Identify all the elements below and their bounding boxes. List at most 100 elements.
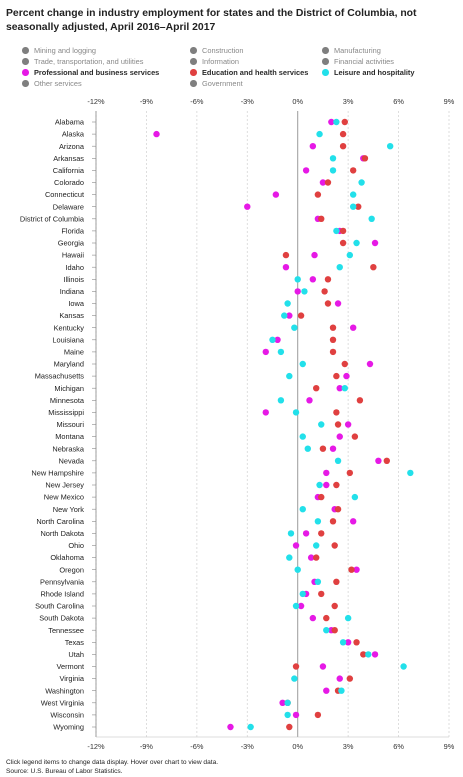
- data-point[interactable]: [339, 639, 347, 646]
- data-point[interactable]: [328, 118, 335, 126]
- data-point[interactable]: [294, 566, 301, 573]
- data-point[interactable]: [329, 518, 337, 525]
- data-point[interactable]: [331, 542, 338, 549]
- data-point[interactable]: [329, 445, 337, 452]
- data-point[interactable]: [358, 179, 365, 186]
- data-point[interactable]: [309, 614, 317, 622]
- data-point[interactable]: [309, 276, 317, 283]
- data-point[interactable]: [361, 155, 369, 162]
- data-point[interactable]: [269, 336, 276, 343]
- data-point[interactable]: [294, 276, 301, 283]
- data-point[interactable]: [334, 421, 342, 428]
- data-point[interactable]: [343, 372, 350, 380]
- data-point[interactable]: [336, 385, 343, 392]
- data-point[interactable]: [329, 336, 337, 343]
- data-point[interactable]: [333, 372, 340, 380]
- data-point[interactable]: [400, 663, 407, 670]
- data-point[interactable]: [333, 118, 340, 126]
- data-point[interactable]: [333, 227, 340, 235]
- data-point[interactable]: [299, 590, 306, 598]
- data-point[interactable]: [318, 493, 325, 501]
- data-point[interactable]: [346, 251, 354, 259]
- data-point[interactable]: [341, 118, 348, 126]
- data-point[interactable]: [356, 397, 364, 404]
- data-point[interactable]: [324, 179, 332, 186]
- data-point[interactable]: [323, 614, 330, 622]
- data-point[interactable]: [302, 530, 310, 537]
- data-point[interactable]: [282, 251, 290, 259]
- data-point[interactable]: [314, 711, 322, 719]
- data-point[interactable]: [301, 288, 308, 295]
- data-point[interactable]: [344, 421, 352, 428]
- data-point[interactable]: [281, 312, 288, 319]
- data-point[interactable]: [291, 675, 298, 682]
- data-point[interactable]: [306, 397, 313, 404]
- data-point[interactable]: [334, 506, 342, 513]
- data-point[interactable]: [318, 421, 325, 428]
- data-point[interactable]: [368, 215, 375, 222]
- legend-item-education-and-health-services[interactable]: Education and health services: [190, 68, 308, 77]
- data-point[interactable]: [279, 699, 286, 706]
- data-point[interactable]: [323, 481, 330, 489]
- data-point[interactable]: [309, 143, 317, 150]
- data-point[interactable]: [331, 627, 338, 634]
- data-point[interactable]: [370, 264, 377, 271]
- data-point[interactable]: [371, 239, 379, 247]
- data-point[interactable]: [341, 385, 348, 392]
- data-point[interactable]: [375, 457, 382, 464]
- data-point[interactable]: [318, 215, 325, 222]
- data-point[interactable]: [329, 324, 337, 331]
- data-point[interactable]: [353, 566, 360, 573]
- data-point[interactable]: [292, 711, 300, 719]
- data-point[interactable]: [314, 518, 322, 525]
- data-point[interactable]: [292, 663, 300, 670]
- data-point[interactable]: [297, 312, 305, 319]
- data-point[interactable]: [277, 348, 285, 356]
- data-point[interactable]: [319, 445, 327, 452]
- data-point[interactable]: [314, 191, 322, 198]
- legend-item-professional-and-business-services[interactable]: Professional and business services: [22, 68, 159, 77]
- data-point[interactable]: [286, 312, 293, 319]
- legend-item-government[interactable]: Government: [190, 79, 243, 88]
- data-point[interactable]: [292, 602, 300, 610]
- data-point[interactable]: [274, 336, 281, 343]
- data-point[interactable]: [324, 276, 332, 283]
- data-point[interactable]: [302, 167, 310, 174]
- data-point[interactable]: [365, 651, 372, 658]
- data-point[interactable]: [336, 433, 343, 440]
- data-point[interactable]: [277, 397, 285, 404]
- data-point[interactable]: [313, 542, 320, 549]
- data-point[interactable]: [344, 639, 352, 646]
- data-point[interactable]: [331, 602, 338, 610]
- data-point[interactable]: [299, 433, 306, 440]
- data-point[interactable]: [316, 130, 323, 138]
- legend-item-leisure-and-hospitality[interactable]: Leisure and hospitality: [322, 68, 415, 77]
- data-point[interactable]: [287, 530, 295, 537]
- data-point[interactable]: [314, 578, 322, 585]
- data-point[interactable]: [323, 627, 330, 634]
- data-point[interactable]: [334, 300, 342, 307]
- data-point[interactable]: [313, 385, 320, 392]
- data-point[interactable]: [272, 191, 280, 198]
- data-point[interactable]: [339, 227, 347, 235]
- data-point[interactable]: [349, 167, 357, 174]
- data-point[interactable]: [333, 578, 340, 585]
- data-point[interactable]: [319, 663, 327, 670]
- data-point[interactable]: [307, 554, 315, 561]
- data-point[interactable]: [336, 675, 343, 682]
- data-point[interactable]: [227, 723, 234, 731]
- data-point[interactable]: [339, 239, 347, 247]
- data-point[interactable]: [291, 324, 298, 331]
- data-point[interactable]: [321, 288, 328, 295]
- data-point[interactable]: [349, 191, 357, 198]
- data-point[interactable]: [334, 457, 342, 464]
- data-point[interactable]: [333, 481, 340, 489]
- data-point[interactable]: [299, 360, 306, 368]
- data-point[interactable]: [323, 687, 330, 694]
- data-point[interactable]: [353, 639, 360, 646]
- data-point[interactable]: [282, 264, 290, 271]
- legend-item-information[interactable]: Information: [190, 57, 239, 66]
- data-point[interactable]: [316, 481, 323, 489]
- data-point[interactable]: [262, 409, 269, 416]
